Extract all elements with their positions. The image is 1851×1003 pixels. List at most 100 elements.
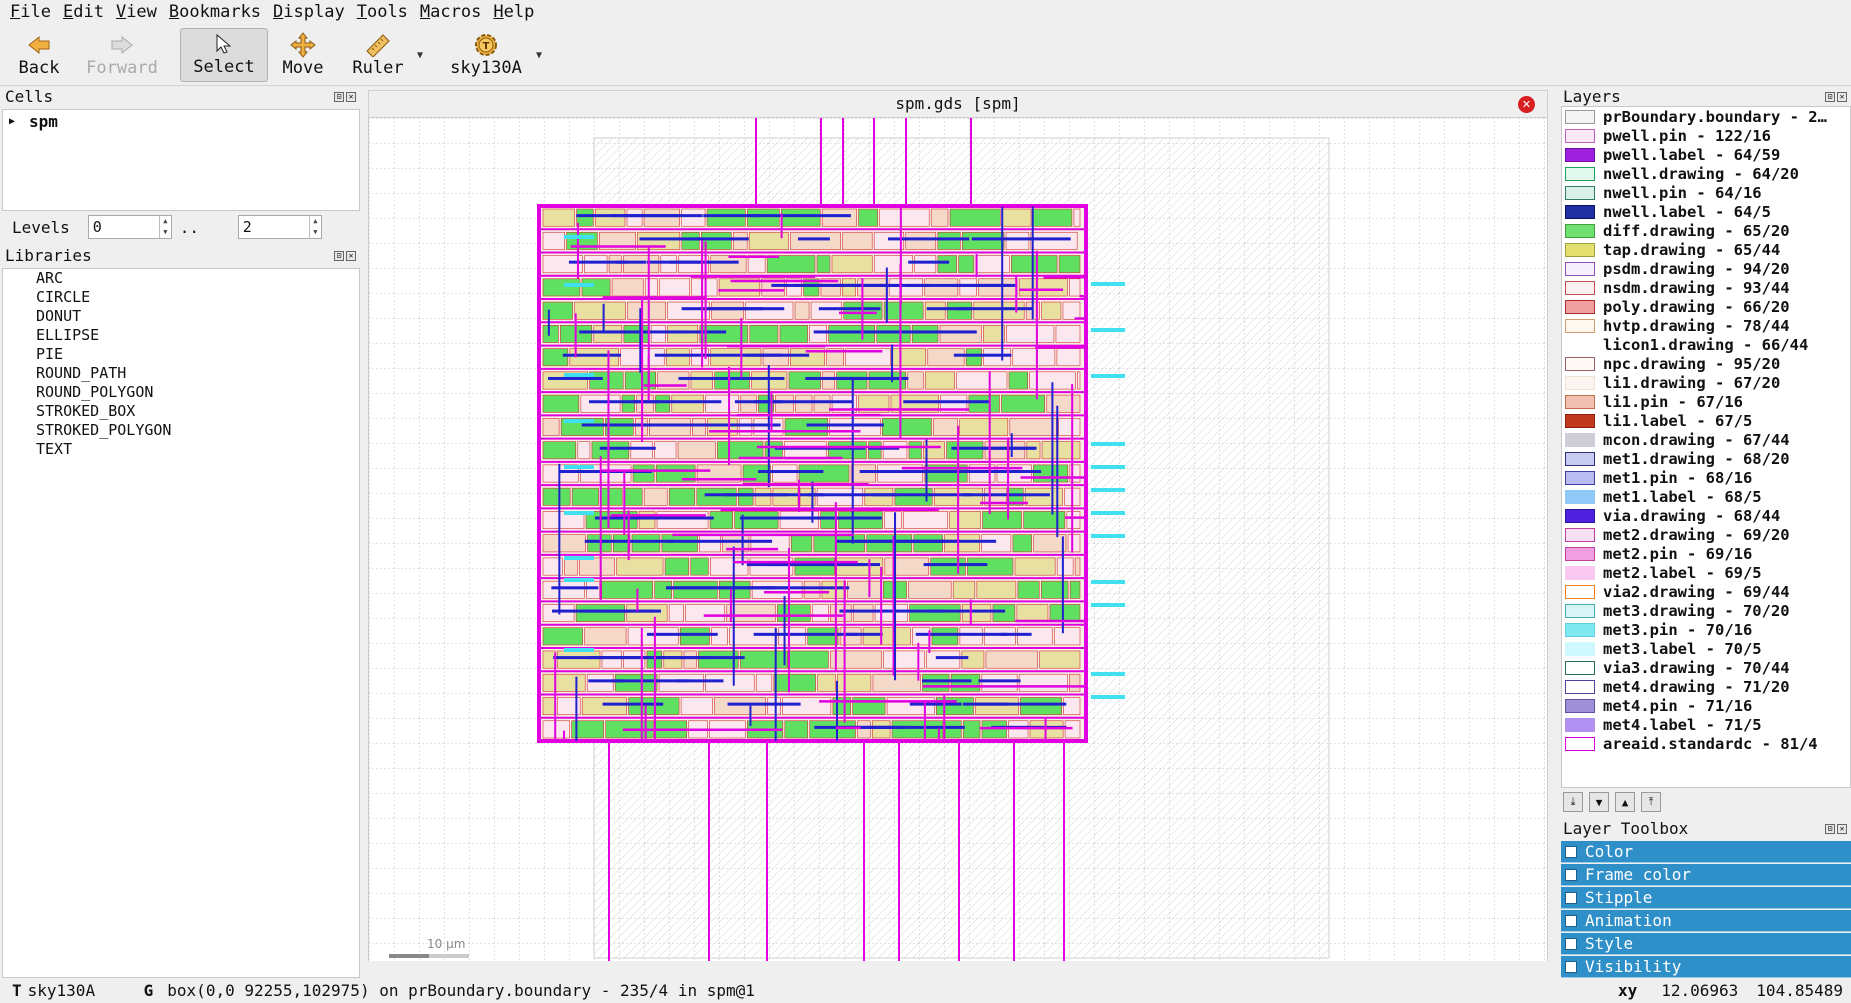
ruler-dropdown-icon[interactable]: ▼ <box>417 50 424 61</box>
levels-row: Levels 0 ▲ ▼ .. 2 ▲ ▼ <box>2 212 360 242</box>
layer-row[interactable]: mcon.drawing - 67/44 <box>1562 430 1850 449</box>
layer-row[interactable]: met2.pin - 69/16 <box>1562 544 1850 563</box>
checkbox-icon[interactable] <box>1565 960 1577 973</box>
menu-edit[interactable]: Edit <box>62 2 104 22</box>
toolbox-animation[interactable]: Animation <box>1561 910 1851 932</box>
layout-canvas[interactable]: 10 µm <box>368 118 1548 961</box>
layer-row[interactable]: prBoundary.boundary - 2… <box>1562 107 1850 126</box>
toolbox-style[interactable]: Style <box>1561 933 1851 955</box>
layer-row[interactable]: via3.drawing - 70/44 <box>1562 658 1850 677</box>
library-item[interactable]: ROUND_POLYGON <box>36 383 154 401</box>
layer-row[interactable]: via.drawing - 68/44 <box>1562 506 1850 525</box>
layer-row[interactable]: met1.drawing - 68/20 <box>1562 449 1850 468</box>
toolbox-stipple[interactable]: Stipple <box>1561 887 1851 909</box>
cells-dock-buttons[interactable]: ⊡ ✕ <box>334 92 358 104</box>
layout-tab[interactable]: spm.gds [spm] ✕ <box>368 90 1548 118</box>
layer-name: tap.drawing - 65/44 <box>1603 240 1781 259</box>
menu-file[interactable]: File <box>10 2 51 22</box>
move-button[interactable]: Move <box>278 28 328 82</box>
layer-row[interactable]: diff.drawing - 65/20 <box>1562 221 1850 240</box>
library-item[interactable]: ELLIPSE <box>36 326 100 344</box>
layer-swatch-icon <box>1565 185 1595 200</box>
layer-swatch-icon <box>1565 109 1595 124</box>
checkbox-icon[interactable] <box>1565 845 1577 858</box>
ruler-button[interactable]: Ruler <box>346 28 410 82</box>
forward-button[interactable]: Forward <box>84 28 160 82</box>
checkbox-icon[interactable] <box>1565 914 1577 927</box>
layer-row[interactable]: met4.pin - 71/16 <box>1562 696 1850 715</box>
layer-row[interactable]: li1.drawing - 67/20 <box>1562 373 1850 392</box>
select-button[interactable]: Select <box>180 28 268 82</box>
tech-button[interactable]: T sky130A <box>446 28 526 82</box>
layer-row[interactable]: met2.drawing - 69/20 <box>1562 525 1850 544</box>
layer-name: li1.pin - 67/16 <box>1603 392 1743 411</box>
layers-dock-buttons[interactable]: ⊡ ✕ <box>1825 92 1849 104</box>
layer-row[interactable]: nwell.drawing - 64/20 <box>1562 164 1850 183</box>
layer-row[interactable]: npc.drawing - 95/20 <box>1562 354 1850 373</box>
library-item[interactable]: TEXT <box>36 440 73 458</box>
back-button[interactable]: Back <box>10 28 68 82</box>
layer-row[interactable]: hvtp.drawing - 78/44 <box>1562 316 1850 335</box>
library-item[interactable]: ROUND_PATH <box>36 364 127 382</box>
menu-macros[interactable]: Macros <box>419 2 482 22</box>
libraries-dock-buttons[interactable]: ⊡ ✕ <box>334 251 358 263</box>
layer-row[interactable]: nwell.label - 64/5 <box>1562 202 1850 221</box>
library-item[interactable]: ARC <box>36 269 64 287</box>
layer-row[interactable]: met4.label - 71/5 <box>1562 715 1850 734</box>
move-top-icon[interactable]: ⤒ <box>1641 792 1661 812</box>
spin-arrows-icon[interactable]: ▲ ▼ <box>158 216 171 238</box>
spin-arrows-icon[interactable]: ▲ ▼ <box>308 216 321 238</box>
layer-swatch-icon <box>1565 717 1595 732</box>
layer-row[interactable]: met1.label - 68/5 <box>1562 487 1850 506</box>
layer-row[interactable]: met1.pin - 68/16 <box>1562 468 1850 487</box>
layer-row[interactable]: tap.drawing - 65/44 <box>1562 240 1850 259</box>
menu-display[interactable]: Display <box>273 2 345 22</box>
layer-row[interactable]: nwell.pin - 64/16 <box>1562 183 1850 202</box>
levels-to-value: 2 <box>242 218 252 236</box>
layer-row[interactable]: li1.pin - 67/16 <box>1562 392 1850 411</box>
layer-name: met1.pin - 68/16 <box>1603 468 1753 487</box>
levels-to-spinbox[interactable]: 2 ▲ ▼ <box>237 215 322 239</box>
cell-row-spm[interactable]: ▶ spm <box>3 110 359 133</box>
layer-row[interactable]: poly.drawing - 66/20 <box>1562 297 1850 316</box>
toolbox-color[interactable]: Color <box>1561 841 1851 863</box>
checkbox-icon[interactable] <box>1565 868 1577 881</box>
library-item[interactable]: STROKED_POLYGON <box>36 421 172 439</box>
layer-row[interactable]: met2.label - 69/5 <box>1562 563 1850 582</box>
menu-tools[interactable]: Tools <box>356 2 408 22</box>
layer-row[interactable]: nsdm.drawing - 93/44 <box>1562 278 1850 297</box>
library-item[interactable]: CIRCLE <box>36 288 91 306</box>
library-item[interactable]: STROKED_BOX <box>36 402 136 420</box>
layer-toolbox-dock-buttons[interactable]: ⊡ ✕ <box>1825 824 1849 836</box>
layer-row[interactable]: met3.drawing - 70/20 <box>1562 601 1850 620</box>
checkbox-icon[interactable] <box>1565 891 1577 904</box>
toolbox-frame-color[interactable]: Frame color <box>1561 864 1851 886</box>
layer-row[interactable]: li1.label - 67/5 <box>1562 411 1850 430</box>
layout-view[interactable]: 10 µm <box>369 118 1548 961</box>
library-item[interactable]: PIE <box>36 345 64 363</box>
cell-name: spm <box>29 112 58 131</box>
layer-row[interactable]: met3.label - 70/5 <box>1562 639 1850 658</box>
layer-name: areaid.standardc - 81/4 <box>1603 734 1818 753</box>
checkbox-icon[interactable] <box>1565 937 1577 950</box>
menu-help[interactable]: Help <box>493 2 535 22</box>
menu-bookmarks[interactable]: Bookmarks <box>168 2 262 22</box>
toolbox-visibility[interactable]: Visibility <box>1561 956 1851 978</box>
layer-row[interactable]: licon1.drawing - 66/44 <box>1562 335 1850 354</box>
layer-row[interactable]: pwell.pin - 122/16 <box>1562 126 1850 145</box>
layer-row[interactable]: via2.drawing - 69/44 <box>1562 582 1850 601</box>
expand-triangle-icon[interactable]: ▶ <box>9 116 16 127</box>
move-up-icon[interactable]: ▲ <box>1615 792 1635 812</box>
menu-view[interactable]: View <box>115 2 157 22</box>
move-down-icon[interactable]: ▼ <box>1589 792 1609 812</box>
levels-from-spinbox[interactable]: 0 ▲ ▼ <box>87 215 172 239</box>
layer-row[interactable]: areaid.standardc - 81/4 <box>1562 734 1850 753</box>
move-bottom-icon[interactable]: ⤓ <box>1563 792 1583 812</box>
library-item[interactable]: DONUT <box>36 307 82 325</box>
layer-row[interactable]: psdm.drawing - 94/20 <box>1562 259 1850 278</box>
layer-row[interactable]: met4.drawing - 71/20 <box>1562 677 1850 696</box>
tech-dropdown-icon[interactable]: ▼ <box>536 50 543 61</box>
close-icon[interactable]: ✕ <box>1518 96 1535 113</box>
layer-row[interactable]: met3.pin - 70/16 <box>1562 620 1850 639</box>
layer-row[interactable]: pwell.label - 64/59 <box>1562 145 1850 164</box>
